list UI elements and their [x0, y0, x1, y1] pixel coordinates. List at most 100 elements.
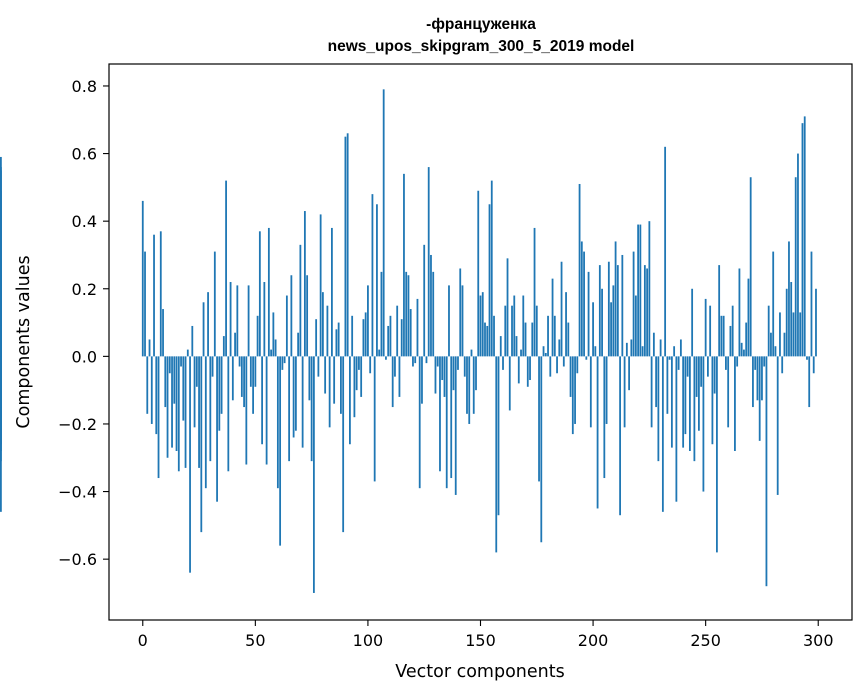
bar: [695, 356, 698, 397]
bar: [0, 325, 2, 357]
bar: [153, 234, 155, 357]
bar: [686, 356, 689, 377]
bar: [758, 356, 761, 441]
bar: [256, 315, 259, 357]
bar: [688, 356, 691, 451]
bar: [144, 251, 146, 357]
bar: [679, 339, 682, 357]
bar: [504, 305, 507, 357]
bar: [574, 356, 576, 424]
bar: [344, 136, 347, 357]
bar: [578, 183, 581, 357]
bar: [664, 146, 667, 357]
bar: [360, 356, 363, 397]
bar: [623, 356, 626, 428]
bar: [180, 356, 182, 367]
bar: [659, 339, 662, 357]
bar: [756, 356, 759, 401]
bar: [234, 332, 236, 357]
bar: [303, 211, 306, 357]
bar: [326, 305, 329, 357]
bar: [441, 356, 444, 381]
bar: [207, 292, 209, 357]
bar: [625, 342, 628, 357]
bar: [378, 349, 381, 357]
bar: [436, 356, 439, 367]
bar: [779, 312, 781, 357]
y-tick-label: 0.0: [72, 347, 97, 366]
chart-title-line-1: -француженка: [426, 16, 536, 33]
bars-group: [0, 89, 817, 593]
bar: [700, 356, 703, 387]
bar: [173, 356, 176, 404]
bar: [643, 265, 646, 357]
bar: [607, 261, 610, 357]
bar: [765, 356, 768, 587]
bar: [299, 244, 302, 357]
bar: [684, 356, 687, 435]
bar: [358, 356, 360, 370]
bar: [421, 356, 423, 404]
bar: [177, 356, 180, 472]
bar: [558, 339, 561, 357]
bar: [596, 356, 599, 509]
bar: [355, 356, 358, 391]
bar: [488, 204, 491, 357]
bar: [308, 356, 311, 401]
bar: [785, 288, 788, 357]
bar: [141, 200, 144, 357]
bar: [745, 322, 748, 357]
bar: [186, 349, 189, 357]
bar: [218, 356, 221, 431]
bar: [394, 356, 396, 377]
bar: [781, 356, 784, 374]
bar: [238, 356, 241, 367]
bar: [535, 305, 538, 357]
bar: [155, 356, 158, 435]
bar: [331, 227, 333, 357]
bar: [227, 356, 230, 472]
bar: [254, 356, 257, 387]
bar: [580, 241, 583, 357]
bar: [288, 356, 291, 462]
bar: [333, 356, 336, 404]
bar: [276, 356, 279, 489]
bar: [585, 356, 588, 360]
bar: [815, 288, 817, 357]
bar: [191, 325, 194, 357]
bar: [601, 288, 603, 357]
bar: [380, 271, 383, 357]
bar: [312, 356, 315, 593]
x-tick-label: 50: [245, 631, 265, 650]
bar: [270, 349, 273, 357]
bar: [369, 356, 372, 374]
bar: [407, 275, 410, 357]
bar: [776, 356, 779, 495]
bar: [788, 241, 790, 357]
bar: [430, 254, 432, 357]
x-axis-ticks: 0 50 100 150 200 250 300: [138, 620, 834, 650]
bar: [434, 356, 437, 394]
bar: [675, 356, 678, 502]
bar: [263, 282, 266, 357]
bar: [466, 356, 468, 414]
bar: [799, 312, 802, 357]
bar: [711, 356, 714, 445]
bar: [614, 241, 617, 357]
bar: [484, 322, 486, 357]
bar: [594, 346, 597, 357]
bar: [770, 332, 772, 357]
bar: [448, 285, 450, 357]
bar: [731, 305, 734, 357]
bar: [463, 356, 466, 377]
bar: [634, 295, 637, 357]
y-tick-label: −0.4: [58, 483, 97, 502]
bar: [704, 298, 707, 357]
bar: [547, 315, 549, 357]
bar: [200, 356, 203, 533]
bar: [351, 315, 354, 357]
bar: [450, 356, 453, 479]
bar: [668, 356, 671, 360]
bar: [734, 356, 736, 451]
